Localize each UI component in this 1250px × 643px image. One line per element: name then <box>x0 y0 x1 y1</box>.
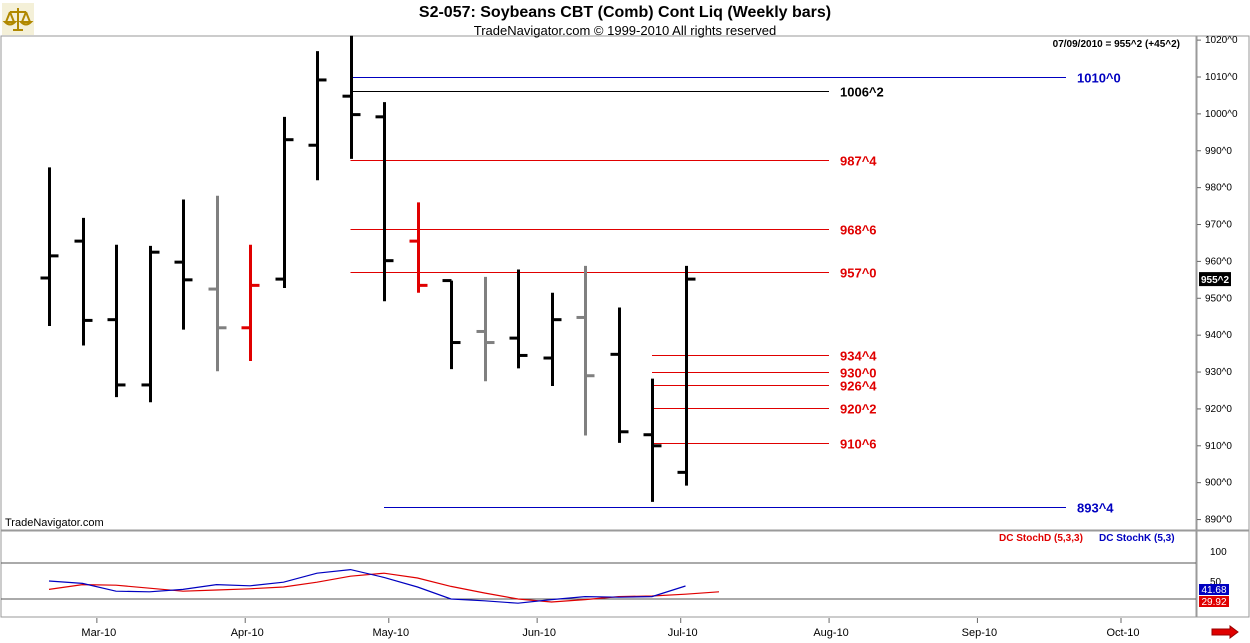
chart-title: S2-057: Soybeans CBT (Comb) Cont Liq (We… <box>418 4 832 21</box>
stoch-series-line <box>48 568 686 604</box>
price-ticks: 890^0 900^0 910^0 920^0 930^0 940^0 950^0 960^0… <box>1197 35 1238 526</box>
time-tick-label: Sep-10 <box>962 627 997 639</box>
time-ticks: Mar-10 Apr-10 May-10 Jun-10 Jul-10 Aug-10 Sep-… <box>81 618 1140 639</box>
stochastic-lines <box>48 568 720 604</box>
price-tick-label: 980^0 <box>1205 183 1232 194</box>
price-tick-label: 960^0 <box>1205 256 1232 267</box>
price-tick-label: 1010^0 <box>1205 72 1238 83</box>
price-level-label: 930^0 <box>840 366 877 381</box>
price-level-label: 926^4 <box>840 379 877 394</box>
legend-stochk: DC StochK (5,3) <box>1099 533 1175 544</box>
price-level-label: 893^4 <box>1077 501 1114 516</box>
price-tick-label: 940^0 <box>1205 330 1232 341</box>
stochk-value: 41.68 <box>1201 585 1226 596</box>
current-price-label: 955^2 <box>1201 275 1230 286</box>
price-pane-border <box>0 35 1197 531</box>
price-level-label: 957^0 <box>840 266 877 281</box>
time-tick-label: Jun-10 <box>522 627 556 639</box>
price-level-label: 910^6 <box>840 437 877 452</box>
scale-balance-icon[interactable] <box>2 3 34 35</box>
time-tick-label: Jul-10 <box>668 627 698 639</box>
price-level-label: 1010^0 <box>1077 71 1121 86</box>
price-tick-label: 890^0 <box>1205 515 1232 526</box>
stochastic-ticks: 100 50 <box>1210 547 1227 588</box>
level-labels: 1010^0 1006^2 987^4 968^6 957^0 934^4 930^0926… <box>840 71 1121 516</box>
price-axis[interactable]: 890^0 900^0 910^0 920^0 930^0 940^0 950^0 960^0… <box>1196 35 1250 531</box>
price-level-label: 987^4 <box>840 154 877 169</box>
price-level-label: 968^6 <box>840 223 877 238</box>
time-axis[interactable]: Mar-10 Apr-10 May-10 Jun-10 Jul-10 Aug-10 Sep-… <box>1 618 1249 642</box>
watermark: TradeNavigator.com <box>5 517 104 529</box>
stoch-tick-label: 100 <box>1210 547 1227 558</box>
price-level-label: 934^4 <box>840 349 877 364</box>
stochd-value: 29.92 <box>1201 597 1226 608</box>
right-arrow-icon[interactable] <box>1211 625 1239 639</box>
price-tick-label: 950^0 <box>1205 293 1232 304</box>
stoch-tick-label: 50 <box>1210 577 1222 588</box>
price-tick-label: 930^0 <box>1205 367 1232 378</box>
price-level-label: 1006^2 <box>840 85 884 100</box>
time-tick-label: Oct-10 <box>1106 627 1139 639</box>
price-tick-label: 970^0 <box>1205 220 1232 231</box>
price-tick-label: 900^0 <box>1205 478 1232 489</box>
price-pane[interactable]: 1010^0 1006^2 987^4 968^6 957^0 934^4 930^0926… <box>0 35 1197 531</box>
price-tick-label: 1020^0 <box>1205 35 1238 46</box>
time-tick-label: Apr-10 <box>231 627 264 639</box>
price-tick-label: 1000^0 <box>1205 109 1238 120</box>
copyright-line: TradeNavigator.com © 1999-2010 All right… <box>473 23 777 38</box>
time-tick-label: Aug-10 <box>813 627 848 639</box>
current-price-badge: 955^2 <box>1199 272 1231 287</box>
legend-stochd: DC StochD (5,3,3) <box>999 533 1083 544</box>
stochd-value-badge: 29.92 <box>1199 596 1229 608</box>
status-readout: 07/09/2010 = 955^2 (+45^2) <box>1053 39 1180 50</box>
price-tick-label: 920^0 <box>1205 404 1232 415</box>
stochastic-pane[interactable]: DC StochD (5,3,3) DC StochK (5,3) <box>0 530 1197 618</box>
time-tick-label: May-10 <box>372 627 409 639</box>
stochastic-reference-lines <box>1 562 1196 600</box>
time-tick-label: Mar-10 <box>81 627 116 639</box>
level-lines <box>350 77 1066 508</box>
price-tick-label: 990^0 <box>1205 146 1232 157</box>
price-level-label: 920^2 <box>840 402 877 417</box>
ohlc-bars <box>40 35 696 502</box>
stochk-value-badge: 41.68 <box>1199 584 1229 596</box>
price-tick-label: 910^0 <box>1205 441 1232 452</box>
stochastic-axis[interactable]: 100 50 41.68 29.92 <box>1196 530 1250 618</box>
